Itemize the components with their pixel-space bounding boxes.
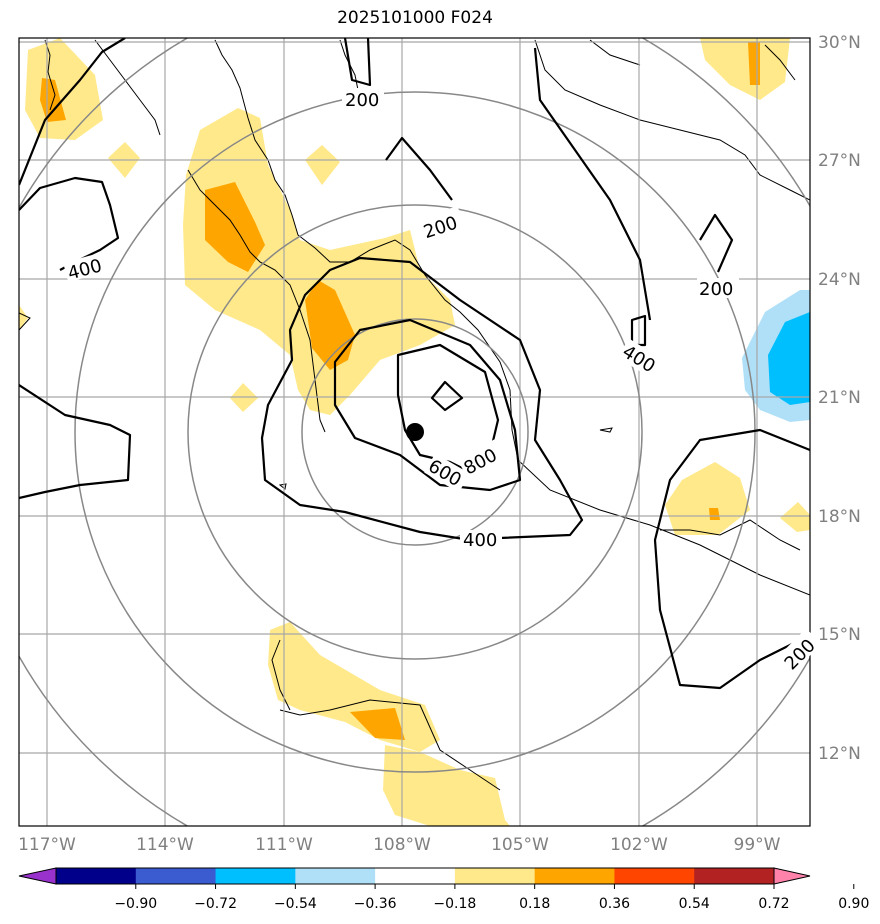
colorbar-tick-label: −0.18 (433, 896, 476, 912)
chart-title: 2025101000 F024 (337, 8, 493, 28)
colorbar-left-extension (18, 867, 57, 885)
lat-lon-grid (19, 38, 810, 826)
positive-anomaly-patch (305, 145, 340, 185)
positive-anomaly-patch (183, 108, 455, 415)
strong-positive-anomaly-patch (709, 508, 720, 520)
colorbar-tick-label: −0.54 (274, 896, 317, 912)
lat-label: 15°N (818, 625, 861, 645)
lat-label: 21°N (818, 388, 861, 408)
colorbar-segment (694, 868, 775, 884)
colorbar-segment (375, 868, 456, 884)
colorbar-tick-label: 0.36 (599, 896, 630, 912)
lat-label: 30°N (818, 33, 861, 53)
lon-label: 111°W (255, 835, 313, 855)
lat-label: 18°N (818, 507, 861, 527)
strong-negative-anomaly-patch (768, 312, 810, 405)
longitude-labels: 117°W 114°W 111°W 108°W 105°W 102°W 99°W (18, 835, 781, 855)
colorbar-tick-label: 0.72 (758, 896, 789, 912)
colorbar-tick-label: 0.18 (519, 896, 550, 912)
positive-anomaly-patch (700, 38, 790, 100)
positive-anomaly-patch (780, 502, 810, 532)
positive-anomaly-patch (19, 305, 28, 330)
colorbar-right-extension (773, 867, 811, 885)
colorbar-segment (135, 868, 217, 884)
colorbar-segment (614, 868, 695, 884)
lat-label: 24°N (818, 270, 861, 290)
colorbar: −0.90 −0.72 −0.54 −0.36 −0.18 0.18 0.36 0.54 0.7… (18, 867, 869, 912)
colorbar-tick-label: 0.54 (679, 896, 710, 912)
storm-center-marker (406, 423, 424, 441)
range-rings (19, 38, 810, 826)
contour-label-400: 400 (463, 530, 497, 551)
colorbar-segment (295, 868, 376, 884)
lon-label: 99°W (734, 835, 781, 855)
colorbar-tick-label: −0.90 (114, 896, 157, 912)
contour-label-200: 200 (699, 279, 733, 300)
lon-label: 105°W (491, 835, 549, 855)
lat-label: 12°N (818, 744, 861, 764)
latitude-labels: 30°N 27°N 24°N 21°N 18°N 15°N 12°N (818, 33, 861, 764)
colorbar-ticks: −0.90 −0.72 −0.54 −0.36 −0.18 0.18 0.36 0.54 0.7… (114, 884, 869, 912)
lon-label: 102°W (610, 835, 668, 855)
contour-label-200: 200 (345, 90, 379, 111)
shaded-anomaly-fields (19, 38, 810, 826)
strong-positive-anomaly-patch (305, 280, 355, 370)
lon-label: 117°W (18, 835, 76, 855)
lon-label: 108°W (373, 835, 431, 855)
contour-labels: 200 200 200 200 400 400 400 600 800 (63, 88, 822, 674)
lat-label: 27°N (818, 151, 861, 171)
colorbar-segment (454, 868, 536, 884)
positive-anomaly-patch (383, 745, 510, 826)
positive-anomaly-patch (25, 38, 103, 140)
colorbar-tick-label: 0.90 (838, 896, 869, 912)
colorbar-segment (534, 868, 615, 884)
coastlines (19, 39, 810, 791)
strong-positive-anomaly-patch (748, 42, 760, 85)
strong-positive-anomaly-patch (350, 708, 405, 740)
colorbar-segments (56, 868, 775, 884)
colorbar-tick-label: −0.36 (354, 896, 397, 912)
colorbar-segment (215, 868, 296, 884)
colorbar-tick-label: −0.72 (194, 896, 237, 912)
map-frame (18, 37, 811, 827)
lon-label: 114°W (136, 835, 194, 855)
positive-anomaly-patch (665, 462, 750, 535)
colorbar-segment (56, 868, 137, 884)
